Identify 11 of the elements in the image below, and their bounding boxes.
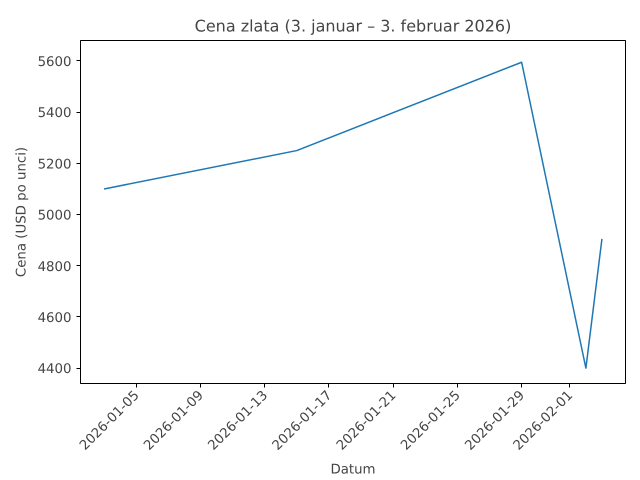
y-tick-label: 5600 (38, 54, 72, 70)
x-axis-title: Datum (330, 462, 376, 478)
y-tick-label: 5200 (38, 157, 72, 172)
y-tick-label: 4600 (38, 310, 72, 326)
y-axis-title: Cena (USD po unci) (14, 146, 30, 278)
y-tick-label: 4800 (38, 260, 72, 275)
line-series (103, 62, 603, 369)
y-tick-label: 5000 (38, 208, 72, 224)
y-tick-label: 4400 (38, 362, 72, 378)
y-tick-label: 5400 (38, 106, 72, 122)
chart-title: Cena zlata (3. januar – 3. februar 2026) (194, 16, 512, 36)
